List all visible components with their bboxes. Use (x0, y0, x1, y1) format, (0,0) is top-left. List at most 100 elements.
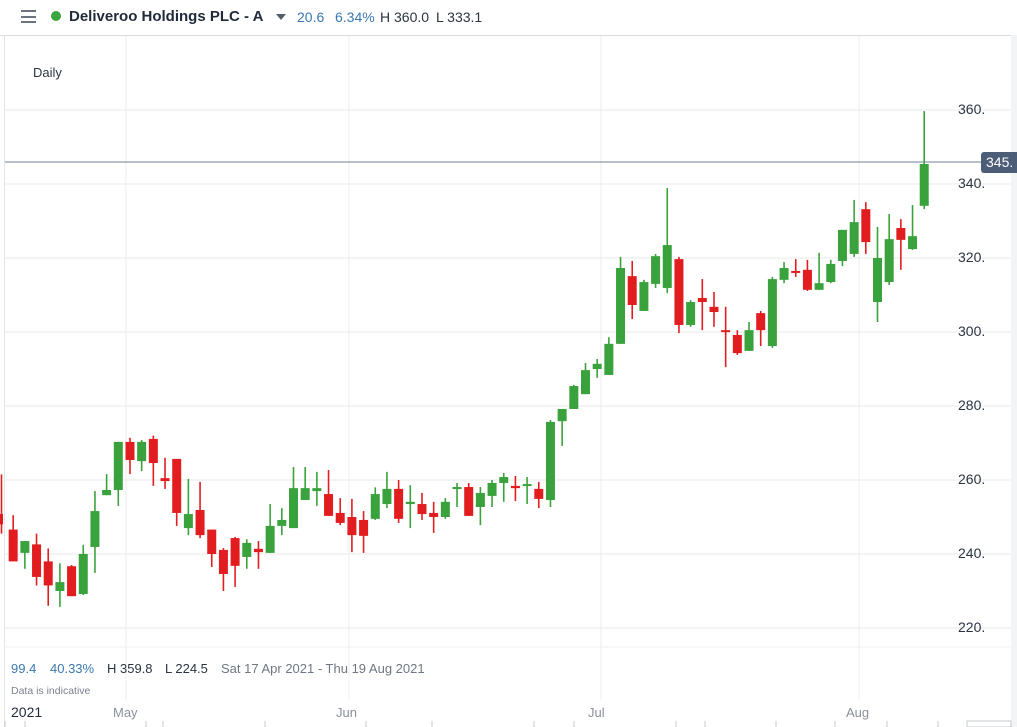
candle-body (160, 478, 170, 482)
candle-body (195, 509, 205, 536)
candle-body (218, 549, 228, 574)
candle-body (651, 256, 661, 284)
candle-body (464, 487, 474, 516)
y-tick-label: 340. (958, 175, 986, 191)
candle-body (417, 504, 427, 515)
candle-body (183, 514, 193, 529)
candle-body (324, 494, 334, 516)
candle-body (908, 236, 918, 250)
candle-body (732, 334, 742, 354)
y-tick-label: 240. (958, 545, 986, 561)
candle-body (581, 370, 590, 395)
x-tick-label: May (113, 705, 138, 720)
candle-body (289, 488, 298, 529)
candle-body (335, 512, 345, 523)
period-label: Daily (33, 65, 62, 80)
candle-body (779, 267, 789, 280)
x-axis-year: 2021 (11, 704, 43, 720)
candle-body (440, 501, 450, 517)
candle-body (767, 279, 777, 347)
candle-body (43, 561, 53, 586)
y-tick-label: 360. (958, 101, 986, 117)
candle-body (67, 566, 77, 597)
candle-body (545, 421, 555, 500)
market-status-dot (51, 11, 61, 21)
candle-body (0, 514, 3, 525)
data-indicative-note: Data is indicative (11, 685, 91, 697)
candle-body (277, 519, 287, 526)
y-tick-label: 220. (958, 619, 986, 635)
candle-body (884, 239, 894, 283)
candle-body (347, 517, 357, 536)
candle-body (359, 519, 369, 536)
candle-body (8, 529, 18, 562)
candle-body (207, 529, 217, 554)
candle-body (148, 438, 158, 463)
candle-body (604, 343, 614, 375)
candle-body (919, 164, 929, 206)
candle-body (849, 222, 859, 254)
summary-low: L 224.5 (165, 661, 208, 676)
x-tick-label: Jun (336, 705, 357, 720)
header-change: 20.6 (297, 9, 325, 25)
summary-high: H 359.8 (107, 661, 153, 676)
candle-body (510, 485, 520, 489)
y-tick-label: 260. (958, 471, 986, 487)
chevron-down-icon[interactable] (276, 14, 286, 20)
candle-body (861, 209, 871, 243)
candle-body (756, 313, 766, 331)
candle-body (78, 554, 88, 594)
candle-body (475, 492, 485, 508)
candle-body (230, 538, 240, 566)
candle-body (90, 511, 100, 547)
hamburger-menu-icon[interactable] (21, 10, 36, 23)
summary-change-pct: 40.33% (50, 661, 95, 676)
candle-body (20, 541, 30, 553)
candle-body (592, 363, 602, 369)
candle-body (721, 330, 731, 333)
candle-body (522, 484, 532, 487)
candle-body (429, 512, 439, 517)
candle-body (242, 542, 252, 557)
scroll-handle (966, 720, 1012, 727)
y-tick-label: 280. (958, 397, 986, 413)
candle-body (674, 259, 684, 325)
current-price-tag: 345. (981, 152, 1017, 173)
candle-body (300, 488, 310, 500)
candle-body (627, 276, 637, 305)
summary-change: 99.4 (11, 661, 37, 676)
candle-body (802, 269, 812, 290)
candle-body (826, 263, 836, 283)
candle-body (265, 525, 275, 553)
candle-body (137, 441, 147, 462)
candle-body (639, 282, 649, 311)
instrument-name[interactable]: Deliveroo Holdings PLC - A (69, 8, 264, 25)
summary-date-range: Sat 17 Apr 2021 - Thu 19 Aug 2021 (221, 661, 425, 676)
right-scrollbar[interactable] (1011, 35, 1017, 727)
x-tick-label: Aug (846, 705, 870, 720)
candle-body (814, 283, 824, 290)
candle-body (534, 488, 544, 499)
candle-body (394, 488, 404, 519)
candle-body (662, 245, 672, 288)
candle-body (55, 582, 65, 591)
candle-body (569, 386, 579, 409)
candle-body (709, 306, 719, 313)
candle-body (172, 458, 182, 513)
candle-body (873, 258, 882, 303)
candle-body (312, 488, 322, 492)
candle-body (382, 488, 392, 505)
chart-left-border (4, 35, 5, 727)
chart-header: Deliveroo Holdings PLC - A 20.6 6.34% H … (0, 0, 1017, 36)
candle-body (32, 544, 42, 577)
candle-body (253, 548, 263, 553)
header-change-pct: 6.34% (335, 9, 375, 25)
candle-body (452, 487, 462, 490)
header-low: L 333.1 (436, 9, 483, 25)
candle-body (487, 482, 497, 496)
candle-body (837, 229, 847, 261)
candle-body (616, 267, 626, 344)
candle-body (791, 270, 801, 273)
candle-body (499, 477, 509, 483)
